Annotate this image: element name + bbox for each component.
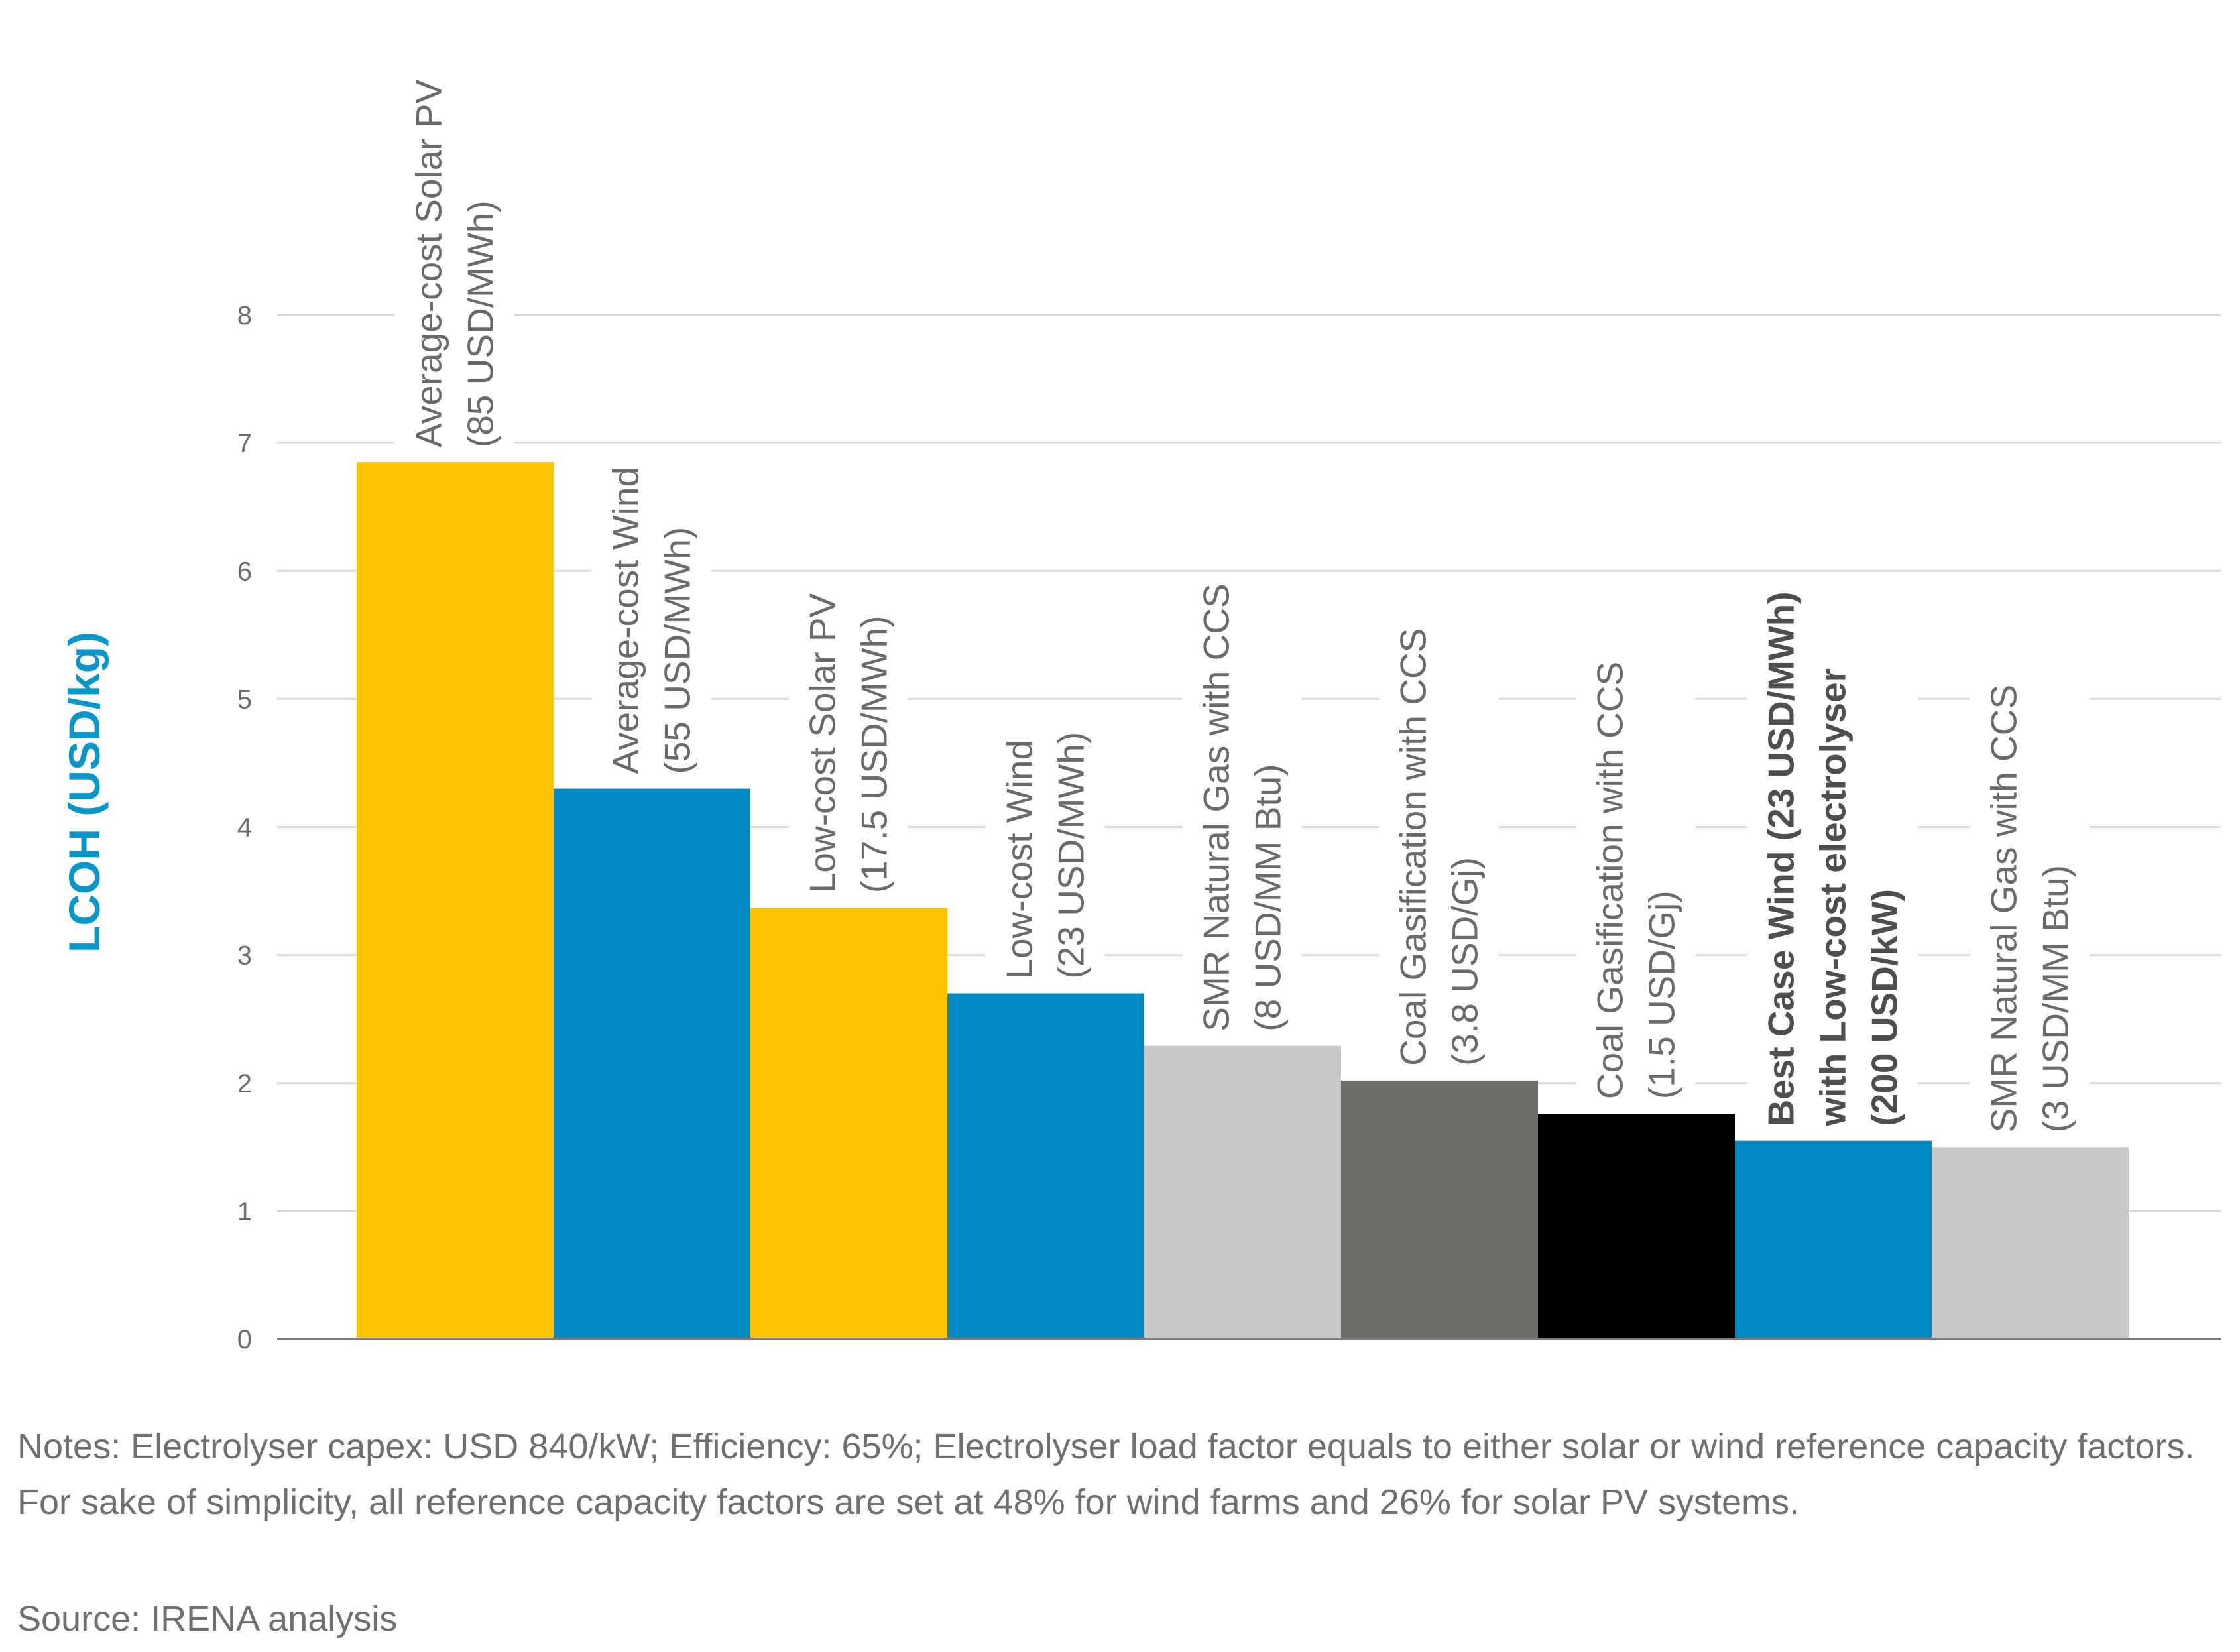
bar-label: Coal Gasification with CCS (1.5 USD/Gj) [1576,654,1696,1100]
bar-label-backing [985,725,1105,979]
bar [357,462,554,1339]
bar-label-line: Low-cost Solar PV [802,593,843,893]
y-tick-label: 1 [237,1197,252,1226]
y-axis-ticks: 0 1 2 3 4 5 6 7 8 [237,301,252,1354]
y-tick-label: 3 [237,941,252,971]
y-tick-label: 4 [237,813,252,843]
bar-label-line: SMR Natural Gas with CCS [1196,583,1237,1031]
bar-labels: Average-cost Solar PV (85 USD/MWh)Average… [394,72,2090,1133]
y-tick-label: 0 [237,1325,252,1354]
bar-label-backing [591,459,711,774]
bar [1341,1080,1538,1339]
y-tick-label: 2 [237,1069,252,1098]
bar-label-line: Coal Gasification with CCS [1590,662,1631,1099]
y-tick-label: 7 [237,429,252,458]
y-axis-title: LCOH (USD/kg) [60,632,109,953]
bar [750,908,947,1339]
bar-label: Low-cost Solar PV (17.5 USD/MWh) [788,586,908,894]
bar-chart: 0 1 2 3 4 5 6 7 8 Average-cost Solar PV (85 USD/M… [60,72,2221,1354]
bar-label-line: (3 USD/MM Btu) [2035,865,2076,1132]
y-tick-label: 5 [237,685,252,714]
y-tick-label: 6 [237,557,252,586]
bar [947,993,1144,1339]
bar-label: SMR Natural Gas with CCS (8 USD/MM Btu) [1182,577,1302,1032]
bar-label-backing [788,586,908,894]
bar-label-line: Low-cost Wind [999,740,1040,979]
bar-label-line: (85 USD/MWh) [460,200,501,447]
bars [357,462,2129,1339]
bar-label: Average-cost Solar PV (85 USD/MWh) [394,72,514,448]
bar-label-backing [1747,585,1918,1127]
bar-label: Average-cost Wind (55 USD/MWh) [591,459,711,774]
bar-label: Coal Gasification with CCS (3.8 USD/Gj) [1379,621,1499,1066]
bar-label-line: Average-cost Wind [605,467,646,774]
bar-label-line: (1.5 USD/Gj) [1641,890,1682,1099]
bar-label: SMR Natural Gas with CCS (3 USD/MM Btu) [1970,678,2090,1133]
bar [1538,1114,1735,1339]
bar-label-line: (23 USD/MWh) [1051,732,1092,979]
bar-label-line: (3.8 USD/Gj) [1444,857,1486,1066]
bar [1932,1147,2129,1339]
bar-label-line: (8 USD/MM Btu) [1248,764,1289,1031]
bar-label-line: SMR Natural Gas with CCS [1983,685,2025,1132]
bar-label-backing [1379,621,1499,1066]
bar-label-line: (17.5 USD/MWh) [854,615,895,893]
bar-label-line: Coal Gasification with CCS [1393,628,1434,1066]
bar-label-backing [1576,654,1696,1100]
bar-label-line: with Low-cost electrolyser [1812,668,1854,1127]
bar-label: Low-cost Wind (23 USD/MWh) [985,725,1105,979]
bar [554,788,750,1339]
bar-label-backing [1970,678,2090,1133]
bar-label-backing [1182,577,1302,1032]
chart-source: Source: IRENA analysis [17,1599,398,1639]
bar-label-line: (55 USD/MWh) [657,527,698,774]
bar [1735,1140,1932,1339]
bar-label-backing [394,72,514,448]
y-tick-label: 8 [237,301,252,330]
bar-label-line: Best Case Wind (23 USD/MWh) [1761,591,1802,1126]
chart-area: 0 1 2 3 4 5 6 7 8 Average-cost Solar PV (85 USD/M… [60,72,2221,1354]
chart-notes: Notes: Electrolyser capex: USD 840/kW; E… [17,1427,2195,1522]
bar-label: Best Case Wind (23 USD/MWh) with Low-cost… [1747,585,1918,1127]
bar [1144,1045,1341,1339]
bar-label-line: Average-cost Solar PV [408,79,449,447]
bar-label-line: (200 USD/kW) [1864,889,1905,1126]
